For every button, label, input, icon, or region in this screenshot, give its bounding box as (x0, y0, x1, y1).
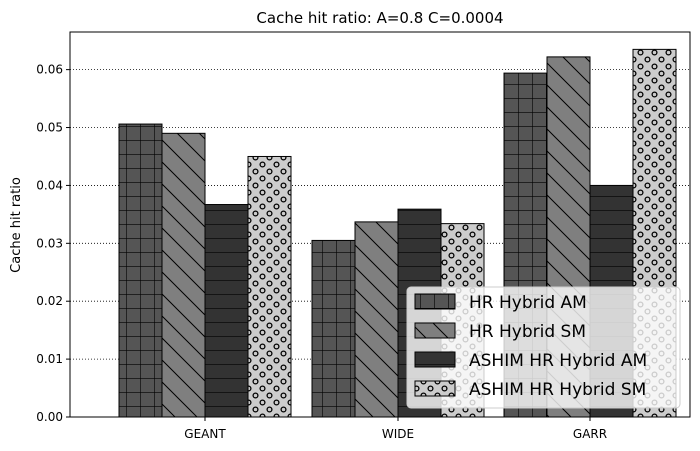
bar-geant-series-4 (247, 155, 292, 418)
x-tick-label: GARR (573, 427, 607, 441)
legend-label: ASHIM HR Hybrid AM (469, 351, 647, 371)
y-tick-label: 0.05 (36, 121, 63, 135)
legend-box (406, 286, 681, 409)
bar-geant-series-2 (161, 132, 206, 418)
bar-geant-series-3 (204, 204, 249, 418)
ticks: 0.00 0.01 0.02 0.03 0.04 0.05 0.06 GEANT WIDE GAR… (36, 63, 607, 441)
y-tick-label: 0.00 (36, 410, 63, 424)
legend-swatch (414, 293, 456, 310)
bar-geant-series-1 (118, 123, 163, 418)
legend-swatch (414, 380, 456, 397)
chart-title: Cache hit ratio: A=0.8 C=0.0004 (256, 9, 503, 27)
legend: HR Hybrid AM HR Hybrid SM ASHIM HR Hybrid … (406, 286, 681, 409)
legend-swatch (414, 322, 456, 339)
bar-wide-series-1 (311, 239, 356, 418)
legend-swatch (414, 351, 456, 368)
y-tick-label: 0.01 (36, 352, 63, 366)
x-tick-label: GEANT (184, 427, 226, 441)
y-tick-label: 0.02 (36, 294, 63, 308)
y-tick-label: 0.06 (36, 63, 63, 77)
legend-label: HR Hybrid AM (469, 293, 587, 313)
legend-label: ASHIM HR Hybrid SM (469, 380, 646, 400)
legend-label: HR Hybrid SM (469, 322, 586, 342)
y-tick-label: 0.04 (36, 178, 63, 192)
y-tick-label: 0.03 (36, 236, 63, 250)
y-axis-label: Cache hit ratio (9, 177, 24, 273)
x-tick-label: WIDE (382, 427, 414, 441)
bar-wide-series-2 (354, 221, 399, 418)
plot-frame (69, 31, 691, 418)
